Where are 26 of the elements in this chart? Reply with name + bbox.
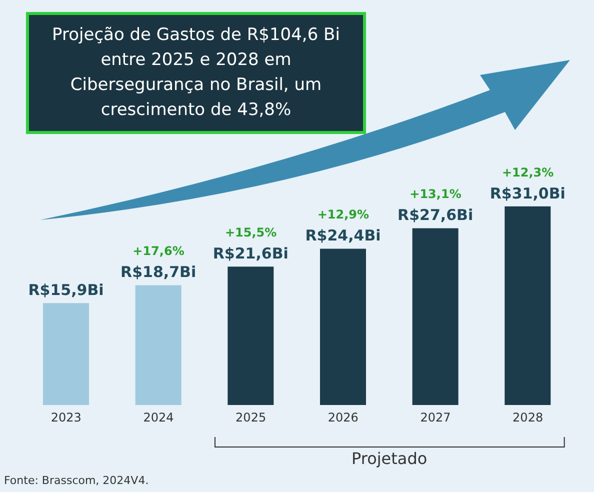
data-label: R$24,4Bi xyxy=(305,226,381,245)
annotation: +12,3% xyxy=(502,165,554,180)
annotation: +17,6% xyxy=(132,244,184,258)
bar xyxy=(135,285,182,405)
bar xyxy=(43,303,89,405)
x-tick-label: 2025 xyxy=(236,410,266,425)
chart-title: Projeção de Gastos de R$104,6 Bi entre 2025 e 2028 em Cibersegurança no Brasil, um crescimento de 43,8% xyxy=(26,12,366,134)
x-tick-label: 2023 xyxy=(50,410,82,425)
x-tick-label: 2027 xyxy=(420,410,451,425)
x-tick-label: 2028 xyxy=(512,410,544,425)
bar xyxy=(228,266,274,405)
x-tick-label: 2024 xyxy=(143,410,174,425)
data-label: R$15,9Bi xyxy=(28,281,104,300)
text: Projetado xyxy=(350,449,428,468)
x-tick-label: 2026 xyxy=(328,410,358,425)
bar xyxy=(504,206,551,405)
annotation: +15,5% xyxy=(224,226,277,240)
data-label: R$18,7Bi xyxy=(120,263,196,282)
data-label: R$21,6Bi xyxy=(212,244,288,263)
data-label: R$27,6Bi xyxy=(398,206,474,224)
data-label: R$31,0Bi xyxy=(490,184,566,202)
source-note: Fonte: Brasscom, 2024V4. xyxy=(4,474,149,487)
bar xyxy=(320,248,366,405)
annotation: +13,1% xyxy=(410,187,462,202)
annotation: +12,9% xyxy=(317,208,370,222)
bar xyxy=(412,228,458,405)
